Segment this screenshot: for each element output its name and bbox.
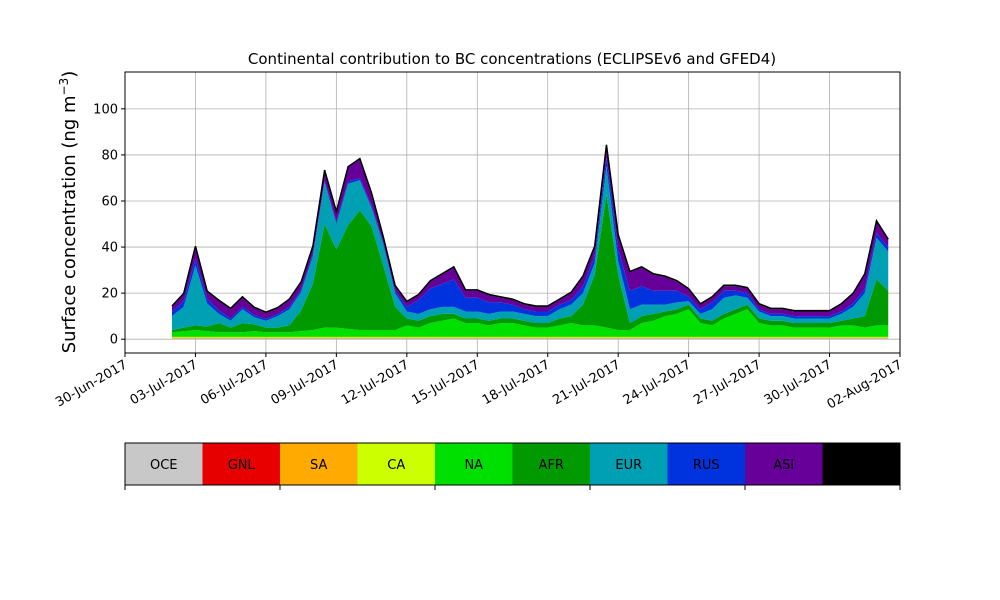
x-tick-label: 27-Jul-2017 xyxy=(691,357,764,408)
x-axis: 30-Jun-201703-Jul-201706-Jul-201709-Jul-… xyxy=(53,353,905,413)
x-tick-label: 30-Jun-2017 xyxy=(53,357,130,410)
legend-label-ca: CA xyxy=(387,458,405,473)
legend-label-sa: SA xyxy=(310,458,327,473)
x-tick-label: 02-Aug-2017 xyxy=(825,357,905,412)
legend-label-gnl: GNL xyxy=(228,458,256,473)
legend-swatch-oce xyxy=(125,443,203,485)
y-tick-label: 40 xyxy=(101,241,118,256)
area-eur xyxy=(171,166,889,330)
x-tick-label: 06-Jul-2017 xyxy=(198,357,271,408)
y-axis-label-main: Surface concentration (ng m xyxy=(59,95,80,353)
legend-label-na: NA xyxy=(464,458,483,473)
y-tick-label: 20 xyxy=(101,287,118,302)
y-axis: 0 20 40 60 80 100 xyxy=(93,102,125,348)
x-tick-label: 18-Jul-2017 xyxy=(480,357,553,408)
y-axis-label-close: ) xyxy=(59,71,80,78)
legend-label-eur: EUR xyxy=(615,458,642,473)
legend-label-aus: AUS xyxy=(848,458,875,473)
y-tick-label: 0 xyxy=(110,333,118,348)
area-ca xyxy=(171,336,889,338)
legend-label-afr: AFR xyxy=(539,458,564,473)
y-tick-label: 80 xyxy=(101,148,118,163)
x-tick-label: 21-Jul-2017 xyxy=(550,357,623,408)
legend-swatch-sa xyxy=(280,443,358,485)
legend-swatch-asi xyxy=(745,443,823,485)
legend-swatch-ca xyxy=(357,443,435,485)
area-na xyxy=(171,309,889,337)
plot-frame xyxy=(124,71,901,354)
x-tick-label: 12-Jul-2017 xyxy=(339,357,412,408)
area-oce xyxy=(171,338,889,340)
chart-title: Continental contribution to BC concentra… xyxy=(248,50,776,68)
legend-frame xyxy=(124,442,901,486)
y-tick-label: 100 xyxy=(93,102,118,117)
area-aus xyxy=(171,144,889,314)
y-axis-label: Surface concentration (ng m−3) xyxy=(57,71,80,354)
area-afr xyxy=(171,194,889,333)
legend-swatch-rus xyxy=(667,443,745,485)
legend-label-asi: ASI xyxy=(773,458,794,473)
legend-label-oce: OCE xyxy=(150,458,178,473)
area-rus xyxy=(171,157,889,321)
legend-swatch-aus xyxy=(822,443,900,485)
legend-swatch-na xyxy=(435,443,513,485)
legend-swatch-eur xyxy=(590,443,668,485)
stacked-areas xyxy=(171,144,889,340)
legend-swatch-gnl xyxy=(202,443,280,485)
area-sa xyxy=(171,337,889,339)
x-tick-label: 09-Jul-2017 xyxy=(269,357,342,408)
legend: OCE GNL SA CA NA AFR EUR RUS ASI AUS xyxy=(124,442,901,490)
x-tick-label: 30-Jul-2017 xyxy=(762,357,835,408)
x-tick-label: 24-Jul-2017 xyxy=(621,357,694,408)
legend-swatch-afr xyxy=(512,443,590,485)
y-axis-label-superscript: −3 xyxy=(57,78,71,96)
x-tick-label: 03-Jul-2017 xyxy=(128,357,201,408)
x-tick-label: 15-Jul-2017 xyxy=(409,357,482,408)
legend-label-rus: RUS xyxy=(693,458,720,473)
total-line-group xyxy=(171,144,889,314)
y-tick-label: 60 xyxy=(101,194,118,209)
total-line xyxy=(171,144,889,314)
